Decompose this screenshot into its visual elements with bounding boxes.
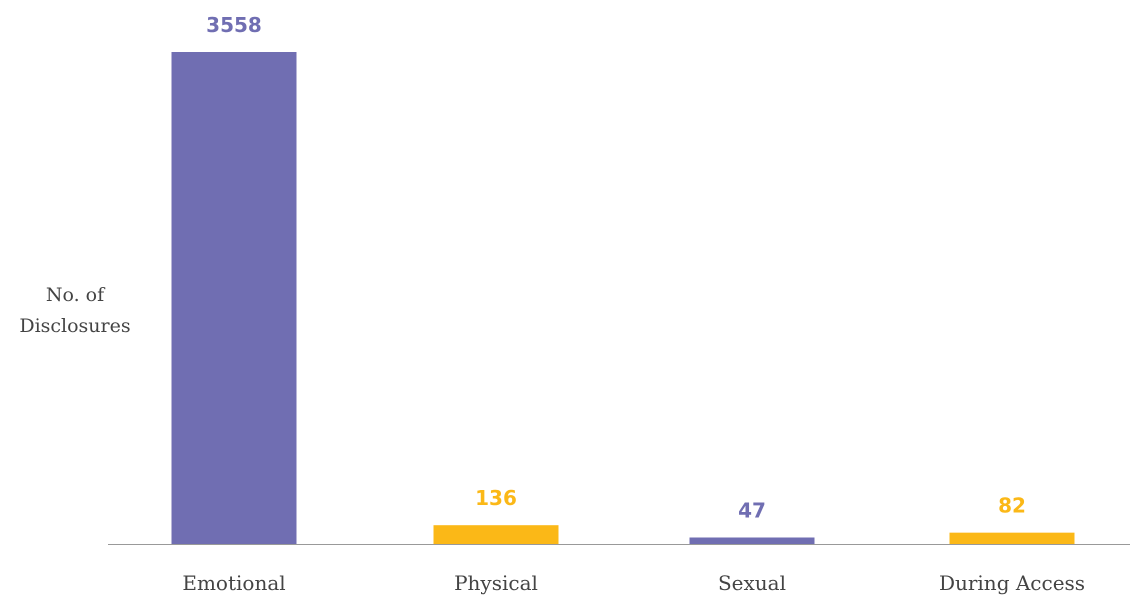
y-axis-label: No. of Disclosures xyxy=(0,280,150,342)
value-label-during-access: 82 xyxy=(998,494,1026,518)
bar-sexual xyxy=(689,537,815,544)
x-tick-label-physical: Physical xyxy=(454,571,538,595)
bar-during-access xyxy=(949,532,1075,544)
value-label-sexual: 47 xyxy=(738,499,766,523)
value-label-physical: 136 xyxy=(475,486,517,510)
value-label-emotional: 3558 xyxy=(206,13,262,37)
y-axis-label-line-1: No. of xyxy=(45,284,105,306)
x-tick-label-during-access: During Access xyxy=(939,571,1085,595)
x-tick-label-emotional: Emotional xyxy=(182,571,285,595)
bar-physical xyxy=(433,525,559,544)
x-tick-label-sexual: Sexual xyxy=(718,571,786,595)
bar-emotional xyxy=(171,52,297,544)
y-axis-label-line-2: Disclosures xyxy=(19,315,131,337)
